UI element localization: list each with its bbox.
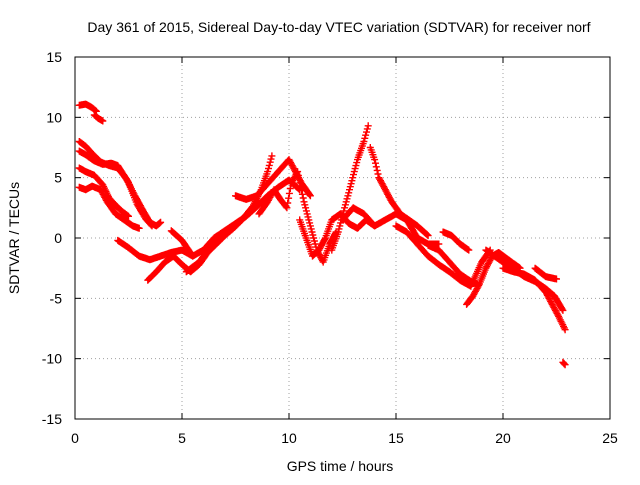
x-tick-label: 10 xyxy=(281,430,297,446)
data-point-markers xyxy=(75,100,100,115)
x-tick-label: 25 xyxy=(602,430,618,446)
data-series-track-i xyxy=(167,176,304,260)
data-series-track-a xyxy=(75,100,100,115)
data-series-track-k xyxy=(232,156,314,203)
data-series-track-v xyxy=(499,264,569,334)
axis-ticks: 0 5 10 15 20 25 -15 -10 -5 0 5 10 15 xyxy=(42,49,618,446)
x-tick-label: 15 xyxy=(388,430,404,446)
data-marks xyxy=(75,100,569,369)
y-tick-label: -5 xyxy=(50,290,63,306)
data-series-track-r xyxy=(424,241,481,288)
data-series-track-e xyxy=(75,164,132,220)
data-point-markers xyxy=(114,236,197,264)
data-point-markers xyxy=(232,156,314,203)
x-axis-label: GPS time / hours xyxy=(287,458,394,474)
x-tick-label: 5 xyxy=(178,430,186,446)
chart-title: Day 361 of 2015, Sidereal Day-to-day VTE… xyxy=(87,19,590,35)
data-series-track-h xyxy=(144,198,263,284)
data-series-track-d xyxy=(75,147,156,230)
data-point-markers xyxy=(75,164,132,220)
data-series-track-b xyxy=(90,111,107,125)
y-tick-label: 0 xyxy=(54,230,62,246)
data-series-track-q xyxy=(392,222,494,290)
y-tick-label: -10 xyxy=(42,351,62,367)
data-point-markers xyxy=(531,264,560,283)
data-point-markers xyxy=(255,168,340,266)
data-series-track-n xyxy=(328,122,372,254)
data-point-markers xyxy=(424,241,481,288)
data-series-track-x xyxy=(559,358,569,369)
y-tick-label: 15 xyxy=(46,49,62,65)
data-point-markers xyxy=(75,182,143,232)
y-axis-label: SDTVAR / TECUs xyxy=(6,182,22,294)
data-point-markers xyxy=(90,111,107,125)
data-point-markers xyxy=(167,176,304,260)
grid xyxy=(75,57,610,419)
data-point-markers xyxy=(144,198,263,284)
data-series-track-s xyxy=(439,228,473,254)
data-series-track-f xyxy=(75,182,143,232)
data-series-track-w xyxy=(531,264,560,283)
data-point-markers xyxy=(439,228,473,254)
x-tick-label: 0 xyxy=(71,430,79,446)
data-series-track-g xyxy=(114,236,197,264)
data-series-track-l xyxy=(255,168,340,266)
data-point-markers xyxy=(328,122,372,254)
y-tick-label: 10 xyxy=(46,109,62,125)
data-point-markers xyxy=(499,264,569,334)
y-tick-label: 5 xyxy=(54,170,62,186)
data-point-markers xyxy=(75,147,156,230)
y-tick-label: -15 xyxy=(42,411,62,427)
x-tick-label: 20 xyxy=(495,430,511,446)
data-point-markers xyxy=(559,358,569,369)
data-point-markers xyxy=(392,222,494,290)
